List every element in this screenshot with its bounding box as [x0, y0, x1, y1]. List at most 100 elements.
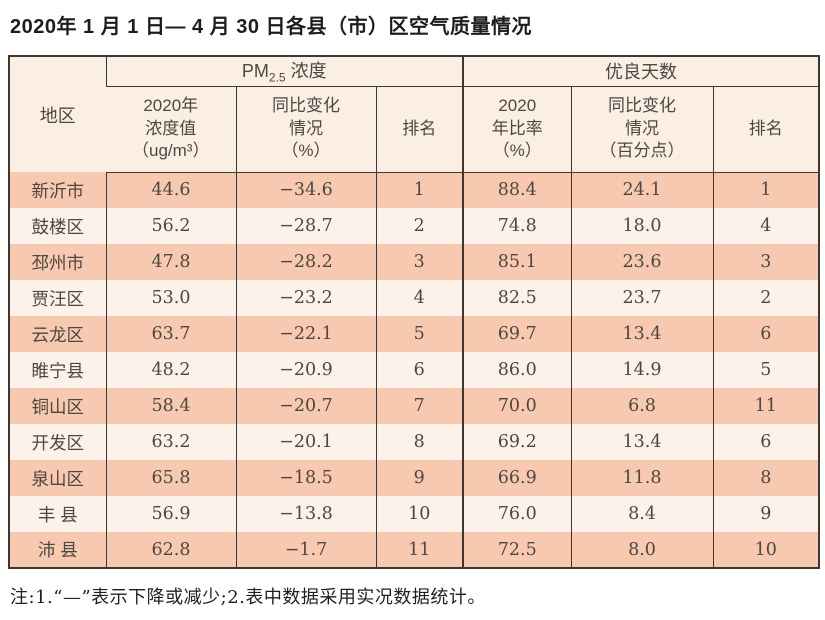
gd-change-cell: 8.0 — [570, 532, 713, 568]
header-pm-change-label: 同比变化 情况 （%） — [272, 95, 340, 161]
gd-change-cell: 24.1 — [570, 172, 713, 208]
gd-change-cell: 14.9 — [570, 352, 713, 388]
gd-rank-cell: 8 — [712, 460, 820, 496]
gd-rank-cell: 2 — [712, 280, 820, 316]
pm-value-cell: 63.2 — [105, 424, 236, 460]
pm-change-cell: −23.2 — [235, 280, 376, 316]
pm-value-cell: 53.0 — [105, 280, 236, 316]
pm-change-cell: −28.2 — [235, 244, 376, 280]
pm-value-cell: 62.8 — [105, 532, 236, 568]
pm-rank-cell: 11 — [375, 532, 463, 568]
gd-ratio-cell: 82.5 — [462, 280, 571, 316]
gd-change-cell: 8.4 — [570, 496, 713, 532]
header-gd-rank: 排名 — [712, 86, 820, 173]
region-cell: 沛 县 — [37, 540, 78, 560]
region-cell: 云龙区 — [31, 324, 85, 345]
table-row: 新沂市 44.6 −34.6 1 88.4 24.1 1 — [9, 172, 820, 208]
gd-rank-cell: 1 — [712, 172, 820, 208]
gd-change-cell: 23.7 — [570, 280, 713, 316]
gd-ratio-cell: 76.0 — [462, 496, 571, 532]
table-row: 睢宁县 48.2 −20.9 6 86.0 14.9 5 — [9, 352, 820, 388]
header-gd-rank-label: 排名 — [748, 118, 783, 138]
pm-value-cell: 48.2 — [105, 352, 236, 388]
gd-rank-cell: 6 — [712, 316, 820, 352]
pm-rank-cell: 8 — [375, 424, 463, 460]
header-pm25-group: PM2.5 浓度 — [105, 56, 463, 87]
region-cell: 新沂市 — [31, 180, 85, 201]
region-cell: 丰 县 — [37, 504, 78, 525]
pm-change-cell: −20.9 — [235, 352, 376, 388]
header-pm-rank: 排名 — [375, 86, 463, 173]
table-row: 沛 县 62.8 −1.7 11 72.5 8.0 10 — [9, 532, 820, 568]
pm-change-cell: −28.7 — [235, 208, 376, 244]
header-region: 地区 — [9, 56, 106, 172]
header-pm-change: 同比变化 情况 （%） — [235, 86, 376, 173]
table-row: 开发区 63.2 −20.1 8 69.2 13.4 6 — [9, 424, 820, 460]
pm-rank-cell: 1 — [375, 172, 463, 208]
pm25-prefix: PM — [241, 61, 269, 82]
pm25-suffix: 浓度 — [285, 61, 327, 82]
region-cell: 邳州市 — [31, 252, 85, 273]
pm-rank-cell: 2 — [375, 208, 463, 244]
header-gd-change: 同比变化 情况 （百分点） — [570, 86, 713, 173]
header-gd-ratio-label: 2020 年比率 （%） — [491, 95, 543, 161]
header-sub-row: 2020年 浓度值 （ug/m³） 同比变化 情况 （%） 排名 2020 年比… — [9, 86, 820, 173]
pm-value-cell: 47.8 — [105, 244, 236, 280]
region-cell: 鼓楼区 — [31, 216, 85, 237]
gd-rank-cell: 3 — [712, 244, 820, 280]
pm-change-cell: −20.1 — [235, 424, 376, 460]
pm-change-cell: −20.7 — [235, 388, 376, 424]
header-pm-value: 2020年 浓度值 （ug/m³） — [106, 86, 236, 173]
region-cell: 睢宁县 — [31, 360, 85, 381]
header-pm-value-label: 2020年 浓度值 （ug/m³） — [132, 95, 210, 161]
gd-change-cell: 13.4 — [570, 316, 713, 352]
region-cell: 开发区 — [31, 432, 85, 453]
gd-ratio-cell: 69.2 — [462, 424, 571, 460]
gd-ratio-cell: 74.8 — [462, 208, 571, 244]
gd-rank-cell: 6 — [712, 424, 820, 460]
header-gd-ratio: 2020 年比率 （%） — [462, 86, 571, 173]
region-cell: 铜山区 — [31, 396, 85, 417]
pm-rank-cell: 4 — [375, 280, 463, 316]
page-title: 2020年 1 月 1 日— 4 月 30 日各县（市）区空气质量情况 — [10, 16, 533, 38]
pm-value-cell: 58.4 — [105, 388, 236, 424]
footnote: 注:1.“—”表示下降或减少;2.表中数据采用实况数据统计。 — [10, 587, 486, 608]
pm-rank-cell: 6 — [375, 352, 463, 388]
pm-value-cell: 63.7 — [105, 316, 236, 352]
pm-rank-cell: 3 — [375, 244, 463, 280]
gd-ratio-cell: 88.4 — [462, 172, 571, 208]
header-pm-rank-label: 排名 — [402, 118, 437, 138]
pm-change-cell: −1.7 — [235, 532, 376, 568]
pm-rank-cell: 7 — [375, 388, 463, 424]
pm-change-cell: −22.1 — [235, 316, 376, 352]
pm-change-cell: −13.8 — [235, 496, 376, 532]
pm-change-cell: −18.5 — [235, 460, 376, 496]
pm-value-cell: 65.8 — [105, 460, 236, 496]
gd-rank-cell: 4 — [712, 208, 820, 244]
gd-rank-cell: 10 — [712, 532, 820, 568]
header-region-label: 地区 — [39, 105, 76, 126]
gd-ratio-cell: 69.7 — [462, 316, 571, 352]
gd-ratio-cell: 70.0 — [462, 388, 571, 424]
table-row: 云龙区 63.7 −22.1 5 69.7 13.4 6 — [9, 316, 820, 352]
gd-rank-cell: 9 — [712, 496, 820, 532]
air-quality-table: 地区 PM2.5 浓度 优良天数 2020年 浓度值 （ug/m³） 同比变化 … — [8, 55, 821, 569]
table-row: 贾汪区 53.0 −23.2 4 82.5 23.7 2 — [9, 280, 820, 316]
region-cell: 贾汪区 — [31, 288, 85, 309]
gd-ratio-cell: 85.1 — [462, 244, 571, 280]
pm-change-cell: −34.6 — [235, 172, 376, 208]
header-gd-change-label: 同比变化 情况 （百分点） — [599, 95, 685, 161]
gd-ratio-cell: 72.5 — [462, 532, 571, 568]
pm-rank-cell: 9 — [375, 460, 463, 496]
gd-change-cell: 18.0 — [570, 208, 713, 244]
table-row: 邳州市 47.8 −28.2 3 85.1 23.6 3 — [9, 244, 820, 280]
header-group-row: 地区 PM2.5 浓度 优良天数 — [9, 56, 820, 172]
gd-change-cell: 6.8 — [570, 388, 713, 424]
gd-rank-cell: 5 — [712, 352, 820, 388]
pm-value-cell: 56.2 — [105, 208, 236, 244]
header-gooddays-group: 优良天数 — [461, 56, 820, 87]
table-row: 鼓楼区 56.2 −28.7 2 74.8 18.0 4 — [9, 208, 820, 244]
gd-change-cell: 13.4 — [570, 424, 713, 460]
gd-ratio-cell: 66.9 — [462, 460, 571, 496]
